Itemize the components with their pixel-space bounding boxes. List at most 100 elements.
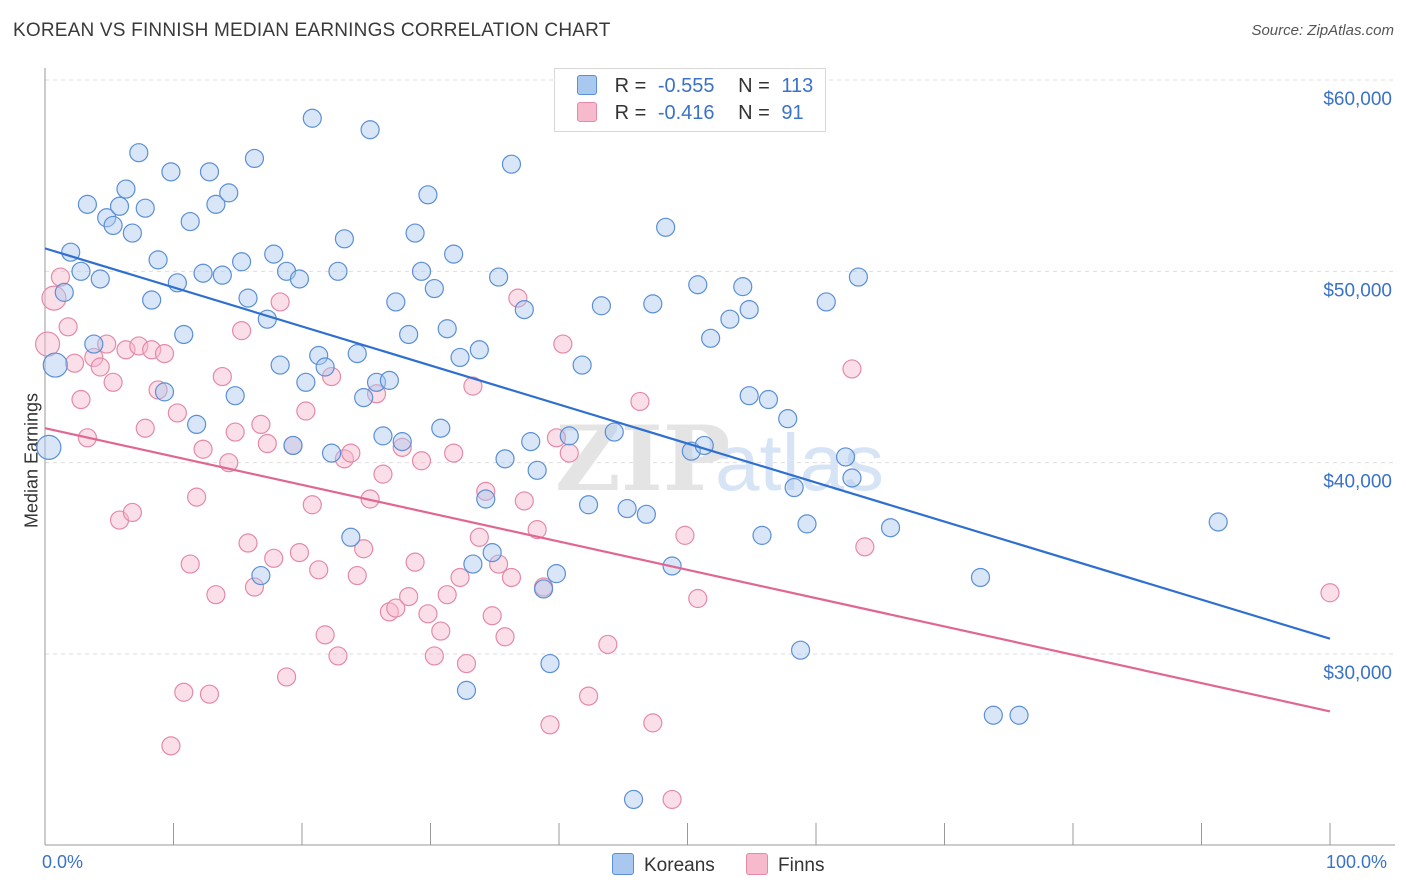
finn-point (431, 621, 451, 641)
finn-point (244, 577, 265, 597)
finn-point (174, 682, 194, 702)
korean-point (733, 277, 753, 297)
finn-point (321, 366, 342, 387)
trend-lines (44, 247, 1331, 713)
korean-point (476, 489, 496, 509)
korean-point (54, 282, 74, 302)
finn-point (71, 389, 91, 410)
finn-point (495, 627, 515, 647)
korean-point (778, 409, 798, 429)
bottom-korean-swatch (612, 853, 634, 875)
korean-point (225, 386, 245, 406)
korean-point (656, 217, 676, 237)
finn-point (84, 347, 104, 368)
finn-point (366, 384, 387, 404)
korean-point (424, 278, 444, 299)
korean-point (514, 300, 534, 320)
korean-point (328, 261, 348, 281)
bottom-finn-label: Finns (778, 855, 825, 876)
korean-point (739, 300, 759, 320)
korean-point (591, 296, 612, 316)
korean-point (232, 252, 252, 272)
korean-point (129, 143, 149, 163)
finn-point (34, 331, 61, 357)
korean-point (688, 275, 708, 295)
korean-r-label: R = (614, 75, 647, 97)
finn-point (193, 439, 213, 459)
finn-point (405, 552, 425, 572)
watermark-text-suffix: atlas (715, 418, 884, 507)
korean-point (790, 640, 811, 660)
finn-point (437, 585, 457, 605)
korean-trend-line (44, 247, 1331, 640)
korean-point (42, 352, 68, 378)
x-tick-label-min: 0.0% (42, 852, 84, 872)
finn-point (167, 403, 187, 423)
finn-point (264, 548, 284, 568)
finn-point (643, 713, 663, 733)
korean-point (636, 504, 656, 524)
finn-point (508, 288, 528, 308)
finn-point (527, 520, 547, 540)
finn-point (180, 554, 200, 574)
korean-swatch (577, 75, 597, 95)
finn-point (309, 560, 329, 580)
korean-point (289, 269, 310, 289)
korean-point (463, 554, 483, 574)
finn-point (341, 443, 361, 463)
finn-point (463, 376, 483, 396)
finn-point (251, 414, 271, 434)
finn-point (257, 433, 277, 454)
korean-point (109, 196, 130, 216)
korean-point (103, 215, 123, 236)
bottom-legend-finn: Finns (746, 853, 824, 877)
finn-point (354, 539, 374, 559)
korean-point (456, 680, 477, 700)
korean-point (540, 653, 560, 674)
finn-point (1320, 583, 1340, 603)
korean-point (450, 347, 470, 368)
korean-point (341, 527, 361, 547)
finn-point (58, 317, 78, 337)
finn-n-label: N = (738, 102, 770, 124)
finn-point (418, 604, 438, 624)
korean-point (501, 154, 522, 174)
korean-point (784, 477, 804, 498)
finn-point (476, 481, 496, 501)
korean-point (309, 345, 329, 366)
bottom-legend-korean: Koreans (612, 853, 715, 877)
korean-point (283, 435, 303, 456)
korean-point (244, 148, 265, 169)
y-tick-label: $30,000 (1323, 663, 1392, 684)
finn-swatch (577, 102, 597, 122)
finn-point (129, 336, 149, 356)
finn-point (489, 554, 509, 574)
finn-point (315, 625, 335, 645)
finn-point (855, 537, 875, 557)
finn-point (553, 334, 573, 354)
korean-point (97, 208, 117, 228)
korean-point (701, 328, 721, 348)
korean-point (161, 162, 181, 182)
korean-point (1208, 512, 1228, 532)
korean-n-value: 113 (781, 75, 814, 97)
finn-point (842, 359, 862, 379)
korean-point (527, 460, 547, 480)
korean-point (219, 183, 239, 203)
finn-point (276, 667, 297, 687)
korean-point (880, 518, 901, 538)
korean-point (983, 705, 1003, 725)
korean-point (206, 194, 226, 214)
finn-point (578, 686, 599, 706)
finn-r-value: -0.416 (657, 102, 715, 124)
finn-point (135, 418, 155, 438)
finn-point (450, 567, 470, 588)
finn-point (444, 443, 464, 463)
korean-point (90, 269, 110, 289)
korean-point (71, 261, 91, 281)
korean-point (848, 267, 869, 287)
korean-point (373, 426, 393, 446)
legend-row-korean: R = -0.555 N = 113 (577, 75, 813, 99)
korean-r-value: -0.555 (657, 75, 715, 97)
x-tick-label-max: 100.0% (1326, 852, 1388, 872)
